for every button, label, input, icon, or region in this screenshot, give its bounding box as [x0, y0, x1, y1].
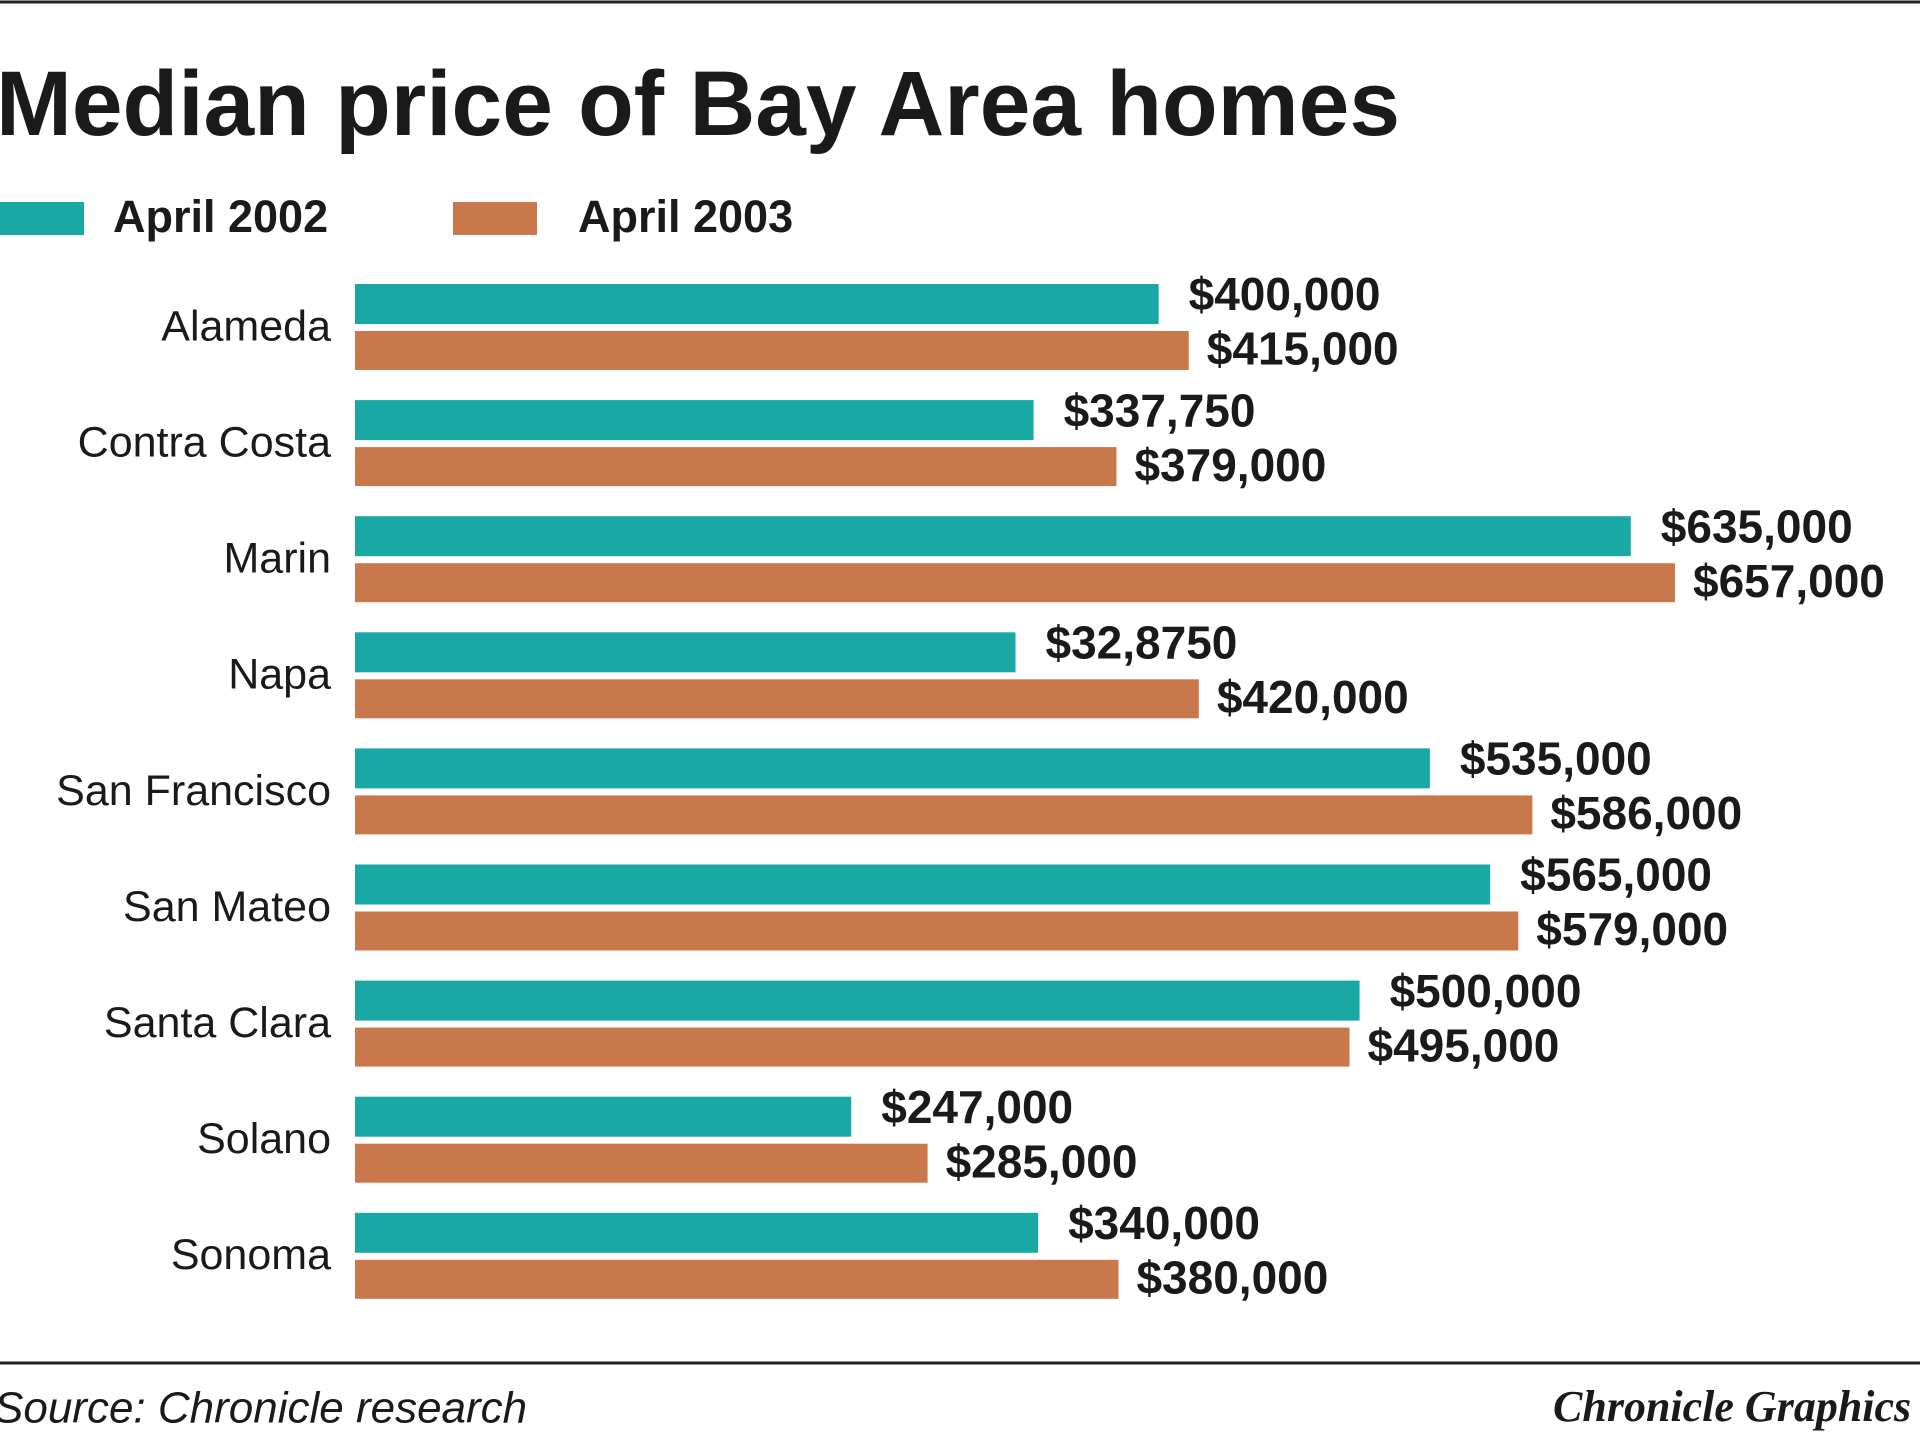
bar: [355, 795, 1533, 835]
category-label: Sonoma: [171, 1231, 331, 1279]
legend-swatch: [453, 202, 537, 235]
bar: [355, 748, 1430, 789]
value-label: $380,000: [1136, 1251, 1328, 1303]
bar: [355, 864, 1491, 905]
bar: [355, 447, 1117, 487]
value-label: $495,000: [1368, 1019, 1560, 1071]
value-label: $400,000: [1189, 268, 1381, 320]
bar: [355, 679, 1199, 719]
value-label: $420,000: [1217, 671, 1409, 723]
value-label: $379,000: [1134, 439, 1326, 491]
credit: Chronicle Graphics: [1553, 1382, 1911, 1431]
bar: [355, 563, 1675, 603]
bar: [355, 1143, 928, 1183]
chart-title: Median price of Bay Area homes: [0, 53, 1400, 155]
value-label: $500,000: [1390, 965, 1582, 1017]
bar: [355, 980, 1360, 1021]
value-label: $285,000: [946, 1135, 1138, 1187]
bar: [355, 911, 1519, 951]
legend-swatch: [0, 202, 84, 235]
bar: [355, 1096, 852, 1137]
value-label: $340,000: [1068, 1197, 1260, 1249]
bar: [355, 1027, 1350, 1067]
value-label: $535,000: [1460, 733, 1652, 785]
category-label: Contra Costa: [78, 418, 331, 466]
value-label: $415,000: [1207, 323, 1399, 375]
value-label: $337,750: [1064, 384, 1256, 436]
category-label: San Francisco: [56, 767, 331, 815]
category-label: Alameda: [161, 302, 331, 350]
value-label: $635,000: [1661, 500, 1853, 552]
bar: [355, 1212, 1039, 1253]
value-label: $565,000: [1520, 849, 1712, 901]
bar: [355, 632, 1016, 673]
value-label: $579,000: [1536, 903, 1728, 955]
category-label: Marin: [223, 535, 331, 583]
category-label: San Mateo: [123, 883, 331, 931]
category-label: Santa Clara: [104, 999, 331, 1047]
value-label: $247,000: [881, 1081, 1073, 1133]
bar: [355, 1259, 1119, 1299]
value-label: $32,8750: [1046, 616, 1238, 668]
value-label: $586,000: [1550, 787, 1742, 839]
category-label: Napa: [228, 651, 331, 699]
value-label: $657,000: [1693, 555, 1885, 607]
bar: [355, 284, 1159, 324]
legend-label: April 2003: [578, 191, 793, 242]
category-label: Solano: [197, 1115, 331, 1163]
bar: [355, 516, 1631, 557]
bar: [355, 400, 1034, 441]
source: Source: Chronicle research: [0, 1384, 527, 1433]
legend-label: April 2002: [113, 191, 328, 242]
bar: [355, 331, 1189, 370]
